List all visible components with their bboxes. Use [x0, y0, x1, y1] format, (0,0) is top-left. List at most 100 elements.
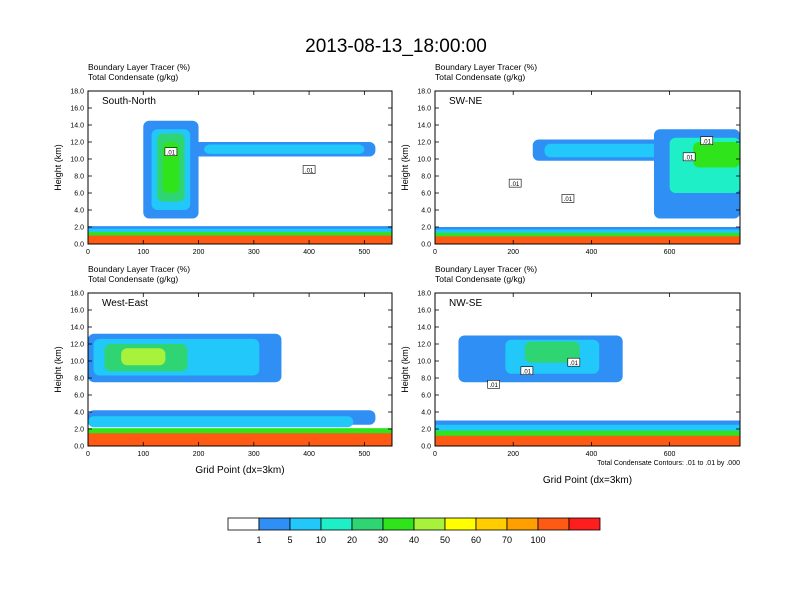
y-tick-label: 4.0 [421, 410, 431, 417]
legend-swatch [320, 517, 353, 531]
x-tick-label: 0 [433, 249, 437, 256]
x-tick-label: 0 [433, 451, 437, 458]
filled-contour [524, 341, 580, 363]
legend-label: 1 [256, 535, 261, 545]
panel-sw-ne: Boundary Layer Tracer (%)Total Condensat… [400, 62, 741, 256]
y-tick-label: 0.0 [74, 444, 84, 451]
filled-contour [693, 142, 740, 168]
panel-subtitle: Boundary Layer Tracer (%) [88, 264, 190, 274]
contour-label-box [487, 379, 500, 389]
x-tick-label: 300 [248, 451, 260, 458]
y-tick-label: 18.0 [70, 291, 84, 298]
y-tick-label: 0.0 [74, 242, 84, 249]
y-axis-label: Height (km) [400, 346, 410, 393]
y-tick-label: 2.0 [74, 427, 84, 434]
panels: Boundary Layer Tracer (%)Total Condensat… [53, 62, 741, 486]
filled-contour [88, 235, 392, 244]
panel-subtitle: Total Condensate (g/kg) [88, 274, 178, 284]
panel-label: South-North [102, 96, 156, 107]
filled-contour [544, 143, 666, 158]
y-tick-label: 12.0 [70, 140, 84, 147]
x-axis-label: Grid Point (dx=3km) [543, 475, 632, 486]
filled-contour [204, 144, 365, 154]
x-tick-label: 400 [303, 451, 315, 458]
plot-area [88, 333, 392, 446]
filled-contour [88, 433, 392, 446]
contour-label: .01 [685, 156, 694, 162]
contour-label: .01 [570, 361, 579, 367]
filled-contour [435, 435, 740, 446]
x-tick-label: 200 [507, 451, 519, 458]
panel-frame [87, 90, 393, 245]
legend-label: 10 [316, 535, 326, 545]
legend-label: 5 [287, 535, 292, 545]
legend-label: 100 [530, 535, 545, 545]
legend-label: 70 [502, 535, 512, 545]
x-tick-label: 600 [664, 249, 676, 256]
x-tick-label: 500 [359, 249, 371, 256]
legend-swatch [475, 517, 508, 531]
y-tick-label: 4.0 [421, 208, 431, 215]
legend-swatch [413, 517, 446, 531]
panel-label: West-East [102, 298, 148, 309]
y-tick-label: 14.0 [70, 325, 84, 332]
y-tick-label: 18.0 [417, 291, 431, 298]
y-axis-label: Height (km) [53, 144, 63, 191]
y-tick-label: 0.0 [421, 444, 431, 451]
y-tick-label: 18.0 [70, 89, 84, 96]
legend-swatch [258, 517, 291, 531]
panel-frame [434, 90, 741, 245]
y-tick-label: 10.0 [417, 157, 431, 164]
contour-label-box [682, 152, 696, 162]
y-tick-label: 16.0 [417, 106, 431, 113]
legend-label: 60 [471, 535, 481, 545]
y-tick-label: 4.0 [74, 410, 84, 417]
panel-frame [434, 292, 741, 447]
y-tick-label: 10.0 [70, 157, 84, 164]
contour-label-box [561, 194, 575, 203]
panel-label: NW-SE [449, 298, 482, 309]
y-tick-label: 2.0 [421, 225, 431, 232]
y-tick-label: 2.0 [74, 225, 84, 232]
y-tick-label: 6.0 [74, 393, 84, 400]
y-tick-label: 12.0 [70, 342, 84, 349]
panel-subtitle: Boundary Layer Tracer (%) [88, 62, 190, 72]
contour-label: .01 [167, 150, 176, 156]
legend-label: 40 [409, 535, 419, 545]
filled-contour [88, 416, 354, 428]
contour-label: .01 [523, 369, 532, 375]
legend-swatch [289, 517, 322, 531]
legend-swatch [351, 517, 384, 531]
y-tick-label: 8.0 [421, 174, 431, 181]
contour-note: Total Condensate Contours: .01 to .01 by… [597, 460, 740, 467]
x-tick-label: 400 [586, 451, 598, 458]
x-tick-label: 400 [303, 249, 315, 256]
panel-west-east: Boundary Layer Tracer (%)Total Condensat… [53, 264, 393, 476]
contour-label-box [520, 366, 534, 376]
y-tick-label: 6.0 [421, 393, 431, 400]
y-tick-label: 8.0 [74, 376, 84, 383]
panel-nw-se: Boundary Layer Tracer (%)Total Condensat… [400, 264, 741, 486]
x-tick-label: 0 [86, 451, 90, 458]
x-tick-label: 400 [586, 249, 598, 256]
x-tick-label: 200 [193, 249, 205, 256]
panel-label: SW-NE [449, 96, 482, 107]
y-tick-label: 6.0 [421, 191, 431, 198]
y-axis-label: Height (km) [400, 144, 410, 191]
y-tick-label: 14.0 [417, 123, 431, 130]
contour-label: .01 [511, 182, 520, 188]
x-tick-label: 200 [193, 451, 205, 458]
y-tick-label: 18.0 [417, 89, 431, 96]
y-tick-label: 8.0 [421, 376, 431, 383]
panel-subtitle: Total Condensate (g/kg) [88, 72, 178, 82]
contour-label-box [164, 147, 178, 156]
x-tick-label: 200 [507, 249, 519, 256]
panel-frame [87, 292, 393, 447]
y-tick-label: 6.0 [74, 191, 84, 198]
panel-subtitle: Total Condensate (g/kg) [435, 274, 525, 284]
contour-label: .01 [564, 197, 573, 203]
y-tick-label: 16.0 [417, 308, 431, 315]
y-tick-label: 10.0 [417, 359, 431, 366]
y-tick-label: 14.0 [417, 325, 431, 332]
x-tick-label: 100 [137, 451, 149, 458]
